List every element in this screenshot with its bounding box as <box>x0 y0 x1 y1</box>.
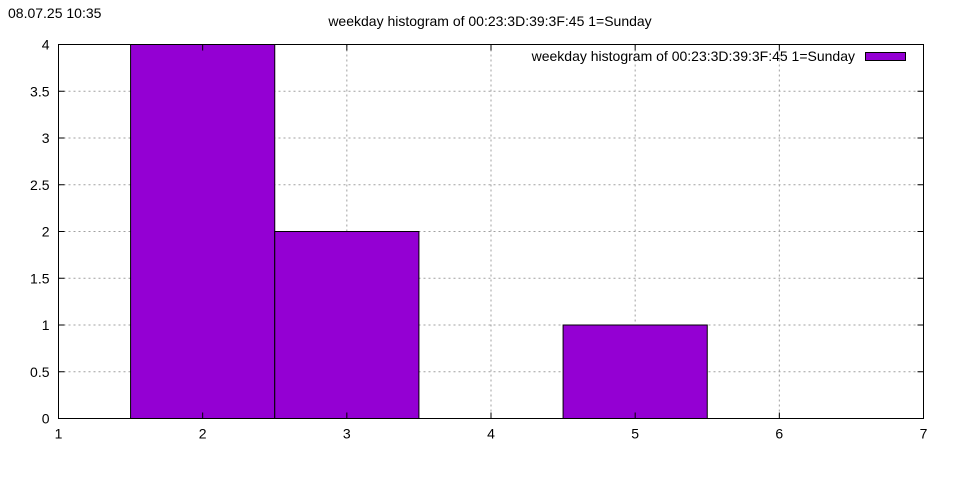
legend: weekday histogram of 00:23:3D:39:3F:45 1… <box>531 48 906 64</box>
y-tick-label: 4 <box>42 37 50 53</box>
x-tick-label: 2 <box>199 426 207 442</box>
legend-label: weekday histogram of 00:23:3D:39:3F:45 1… <box>531 48 855 64</box>
x-tick-label: 3 <box>343 426 351 442</box>
y-tick-label: 0 <box>42 411 50 427</box>
histogram-bar <box>274 231 420 419</box>
x-tick-label: 1 <box>55 426 63 442</box>
histogram-bar <box>562 324 708 419</box>
chart-title: weekday histogram of 00:23:3D:39:3F:45 1… <box>327 13 651 29</box>
grid <box>58 44 924 419</box>
legend-swatch <box>865 52 906 61</box>
y-tick-label: 3 <box>42 130 50 146</box>
y-tick-label: 2 <box>42 224 50 240</box>
y-tick-label: 3.5 <box>30 83 50 99</box>
x-tick-label: 5 <box>631 426 639 442</box>
y-tick-label: 0.5 <box>30 364 50 380</box>
x-tick-label: 6 <box>775 426 783 442</box>
histogram-bar <box>130 44 276 419</box>
timestamp: 08.07.25 10:35 <box>8 5 102 21</box>
y-tick-label: 1.5 <box>30 270 50 286</box>
axis-ticks: 0 0.5 1 1.5 2 2.5 3 3.5 4 1 2 3 4 5 6 7 <box>30 37 928 442</box>
y-tick-label: 1 <box>42 317 50 333</box>
bars <box>130 44 708 419</box>
x-tick-label: 4 <box>487 426 495 442</box>
y-tick-label: 2.5 <box>30 177 50 193</box>
x-tick-label: 7 <box>920 426 928 442</box>
